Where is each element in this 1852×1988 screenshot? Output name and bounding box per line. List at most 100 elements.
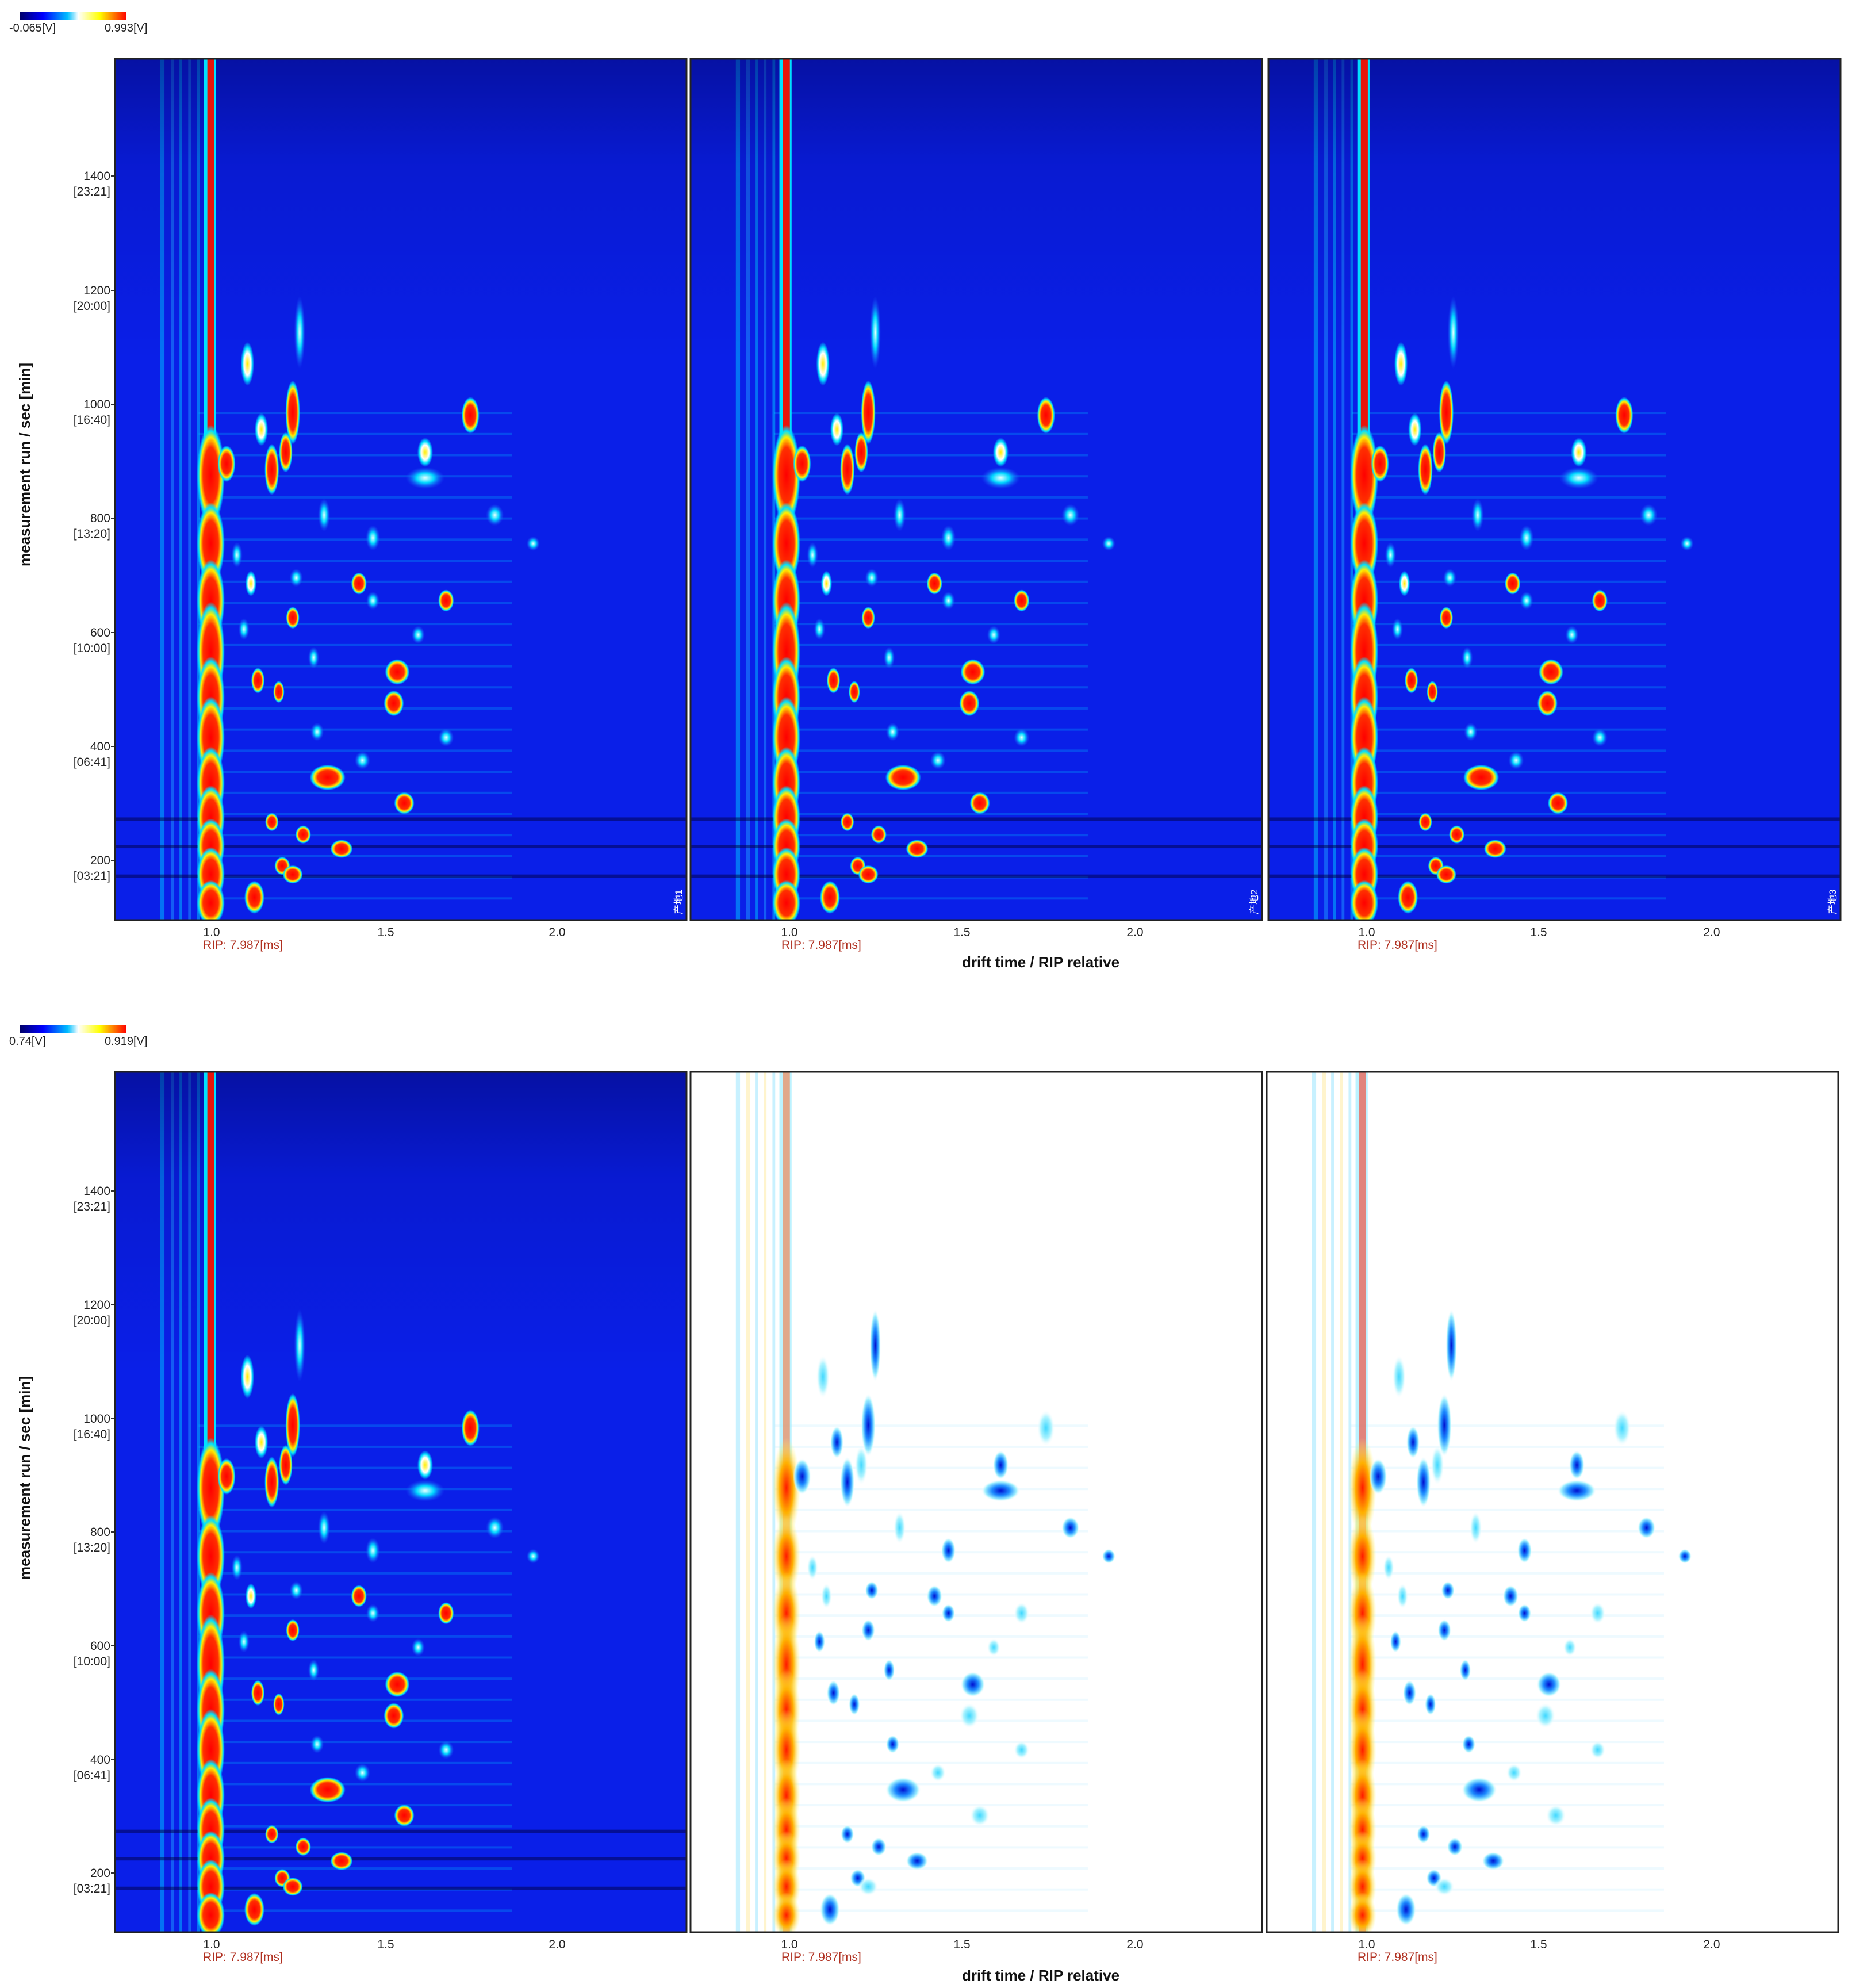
colorscale-bar <box>20 12 126 20</box>
ims-peak <box>1615 397 1634 434</box>
ims-peak <box>1565 626 1579 644</box>
horizontal-band <box>1350 1888 1664 1891</box>
ims-peak <box>807 542 818 568</box>
ims-peak <box>385 1671 410 1698</box>
rip-label: RIP: 7.987[ms] <box>203 939 283 952</box>
ims-peak <box>351 1585 367 1607</box>
ims-peak <box>871 1837 887 1856</box>
horizontal-band <box>774 623 1088 626</box>
ims-peak <box>217 1458 236 1495</box>
horizontal-band <box>198 1466 512 1469</box>
panel-content <box>115 1072 687 1932</box>
horizontal-band <box>198 686 512 689</box>
horizontal-band <box>774 1804 1088 1807</box>
horizontal-band <box>774 496 1088 499</box>
x-tick-label: 2.0 <box>1703 926 1720 939</box>
ims-peak <box>772 1892 800 1932</box>
horizontal-band <box>198 1656 512 1659</box>
horizontal-band <box>198 412 512 415</box>
horizontal-band <box>1350 1488 1664 1491</box>
ims-peak <box>960 659 986 685</box>
ims-peak <box>1398 880 1418 914</box>
x-axis-panel-1: 1.0 1.5 2.0 RIP: 7.987[ms] <box>203 926 566 952</box>
ims-peak <box>354 1763 370 1782</box>
ims-peak <box>308 646 320 669</box>
y-tick-time: [13:20] <box>74 527 110 541</box>
horizontal-band <box>198 1614 512 1617</box>
horizontal-band <box>198 707 512 710</box>
ims-peak <box>987 626 1000 644</box>
ims-peak <box>1402 1680 1417 1706</box>
ims-peak <box>1061 504 1080 526</box>
dark-band <box>115 817 687 821</box>
ims-peak <box>926 572 942 595</box>
horizontal-band <box>198 454 512 457</box>
ims-peak <box>294 1309 305 1382</box>
x-axis-title: drift time / RIP relative <box>962 953 1119 971</box>
ims-peak <box>816 1354 830 1399</box>
ims-peak <box>417 438 434 467</box>
ims-peak <box>351 572 367 595</box>
horizontal-band <box>774 791 1088 794</box>
y-tick-label: 1000 <box>83 1412 110 1426</box>
ims-peak <box>987 1638 1000 1657</box>
y-tick-label: 1400 <box>83 1185 110 1198</box>
horizontal-band <box>774 1825 1088 1828</box>
ims-peak <box>1471 499 1484 532</box>
y-tick-label: 600 <box>90 1640 110 1653</box>
ims-peak <box>869 1309 881 1382</box>
horizontal-band <box>1350 1867 1664 1870</box>
ims-peak <box>286 607 300 629</box>
ims-peak <box>941 591 956 610</box>
horizontal-band <box>774 602 1088 604</box>
ims-peak <box>959 690 980 717</box>
ims-peak <box>354 751 370 770</box>
horizontal-band <box>1352 454 1666 457</box>
ims-peak <box>793 1458 811 1495</box>
x-axis-panel-1: 1.0 1.5 2.0 RIP: 7.987[ms] <box>203 1938 566 1964</box>
y-tick-label: 800 <box>90 1526 110 1539</box>
horizontal-band <box>1352 623 1666 626</box>
horizontal-band <box>1350 1825 1664 1828</box>
upper-shading <box>691 59 1262 361</box>
ims-peak <box>1416 1456 1431 1508</box>
ims-peak <box>384 690 404 717</box>
ims-peak <box>1548 792 1569 814</box>
ims-peak <box>1469 1511 1482 1545</box>
y-tick-label: 400 <box>90 1753 110 1767</box>
panel-content <box>115 59 687 920</box>
ims-peak <box>238 1630 250 1653</box>
horizontal-band <box>198 432 512 435</box>
ims-peak <box>885 764 921 791</box>
ims-peak <box>282 865 303 884</box>
ims-peak <box>883 646 895 669</box>
horizontal-band <box>198 1909 512 1912</box>
horizontal-band <box>198 1804 512 1807</box>
horizontal-band <box>1350 1445 1664 1448</box>
y-tick-1200: 1200 [20:00] <box>74 1298 115 1327</box>
y-tick-time: [13:20] <box>74 1541 110 1554</box>
ims-peak <box>1502 1585 1519 1607</box>
horizontal-band <box>774 1508 1088 1511</box>
horizontal-band <box>774 728 1088 731</box>
horizontal-band <box>774 1867 1088 1870</box>
horizontal-band <box>774 1424 1088 1427</box>
y-tick-400: 400 [06:41] <box>74 740 115 769</box>
y-tick-label: 600 <box>90 626 110 639</box>
horizontal-band <box>198 1677 512 1680</box>
y-tick-time: [03:21] <box>74 869 110 883</box>
ims-peak <box>1394 342 1408 386</box>
ims-peak <box>840 1456 855 1508</box>
y-tick-1400: 1400 [23:21] <box>74 1185 115 1213</box>
horizontal-band <box>1352 560 1666 562</box>
ims-peak <box>317 499 331 532</box>
section-bottom: 0.74[V] 0.919[V] measurement run / sec [… <box>9 1025 1839 1984</box>
ims-peak <box>285 380 300 445</box>
ims-peak <box>1348 1515 1376 1598</box>
rip-label: RIP: 7.987[ms] <box>781 1951 861 1964</box>
horizontal-band <box>1352 771 1666 773</box>
dark-band <box>115 1857 687 1861</box>
heatmap-panel <box>689 58 1263 921</box>
ims-peak <box>930 751 946 770</box>
horizontal-band <box>774 834 1088 837</box>
